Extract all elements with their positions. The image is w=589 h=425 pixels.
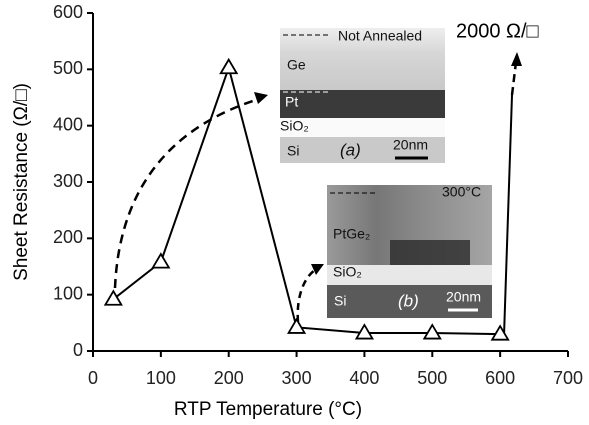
x-axis-title: RTP Temperature (°C) [174,399,362,420]
marker [354,323,375,340]
inset-label: Pt [285,94,298,110]
arrow [113,96,263,289]
x-tick-label: 600 [485,368,515,388]
marker [219,57,239,75]
x-tick-label: 700 [553,368,583,388]
inset-label: Si [287,143,299,159]
inset-b: 300°C PtGe₂ SiO₂ Si (b) 20nm [327,184,492,318]
y-tick-label: 100 [53,283,83,303]
scale-label: 20nm [393,137,428,153]
inset-label: Si [334,293,346,309]
arrow-head [254,92,268,104]
marker [103,289,123,306]
inset-tag: (b) [398,291,419,310]
x-tick-label: 500 [417,368,447,388]
inset-label: SiO₂ [333,264,362,280]
x-tick-label: 0 [88,368,98,388]
y-tick-label: 500 [53,58,83,78]
inset-label: Ge [287,57,306,73]
off-scale-line [503,94,513,337]
inset-label: PtGe₂ [333,226,370,242]
x-tick-label: 300 [282,368,312,388]
x-tick-label: 400 [349,368,379,388]
marker [490,324,510,341]
inset-label: 300°C [442,184,481,200]
y-tick-label: 300 [53,171,83,191]
y-tick-label: 600 [53,2,83,22]
y-axis-title: Sheet Resistance (Ω/□) [11,83,32,281]
annotation: 2000 Ω/□ [456,20,539,42]
x-tick-label: 100 [146,368,176,388]
x-tick-label: 200 [214,368,244,388]
inset-label: Not Annealed [338,28,422,44]
arrow-head [511,52,522,66]
arrow-head [311,264,324,275]
y-tick-label: 400 [53,114,83,134]
inset-tag: (a) [340,140,361,159]
y-tick-label: 200 [53,227,83,247]
marker [286,317,307,334]
inset-label: SiO₂ [280,118,309,134]
arrow [510,61,518,96]
marker [151,252,171,269]
y-tick-label: 0 [73,340,83,360]
arrow [296,266,319,323]
scale-label: 20nm [446,289,481,305]
marker [422,323,442,340]
inset-a: Not Annealed Ge Pt SiO₂ Si (a) 20nm [280,28,445,163]
